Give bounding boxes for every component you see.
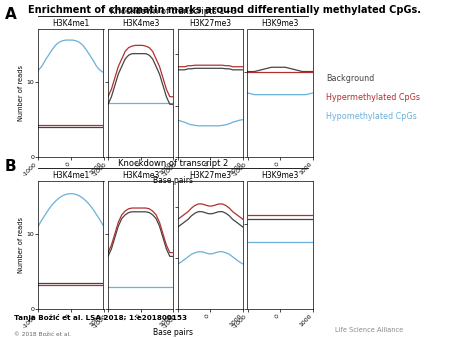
Text: Base pairs: Base pairs <box>153 176 193 185</box>
Text: Base pairs: Base pairs <box>153 328 193 337</box>
Text: Knockdown of transcripts 1+3: Knockdown of transcripts 1+3 <box>110 7 237 16</box>
Y-axis label: Number of reads: Number of reads <box>18 65 24 121</box>
Title: H3K9me3: H3K9me3 <box>261 171 299 180</box>
Text: © 2018 Božić et al.: © 2018 Božić et al. <box>14 332 71 337</box>
Title: H3K4me1: H3K4me1 <box>52 19 90 28</box>
Title: H3K4me3: H3K4me3 <box>122 171 159 180</box>
Title: H3K9me3: H3K9me3 <box>261 19 299 28</box>
Text: Hypomethylated CpGs: Hypomethylated CpGs <box>326 112 417 121</box>
Title: H3K4me1: H3K4me1 <box>52 171 90 180</box>
Text: Background: Background <box>326 74 374 83</box>
Text: Tanja Božić et al. LSA 2018; 1:e201800153: Tanja Božić et al. LSA 2018; 1:e20180015… <box>14 314 186 321</box>
Text: Enrichment of chromatin marks around differentially methylated CpGs.: Enrichment of chromatin marks around dif… <box>28 5 422 15</box>
Text: Hypermethylated CpGs: Hypermethylated CpGs <box>326 93 420 102</box>
Text: B: B <box>4 159 16 174</box>
Text: Life Science Alliance: Life Science Alliance <box>335 327 403 333</box>
Title: H3K4me3: H3K4me3 <box>122 19 159 28</box>
Title: H3K27me3: H3K27me3 <box>189 19 231 28</box>
Title: H3K27me3: H3K27me3 <box>189 171 231 180</box>
Y-axis label: Number of reads: Number of reads <box>18 217 24 273</box>
Text: A: A <box>4 7 16 22</box>
Text: Knockdown of transcript 2: Knockdown of transcript 2 <box>118 159 228 168</box>
